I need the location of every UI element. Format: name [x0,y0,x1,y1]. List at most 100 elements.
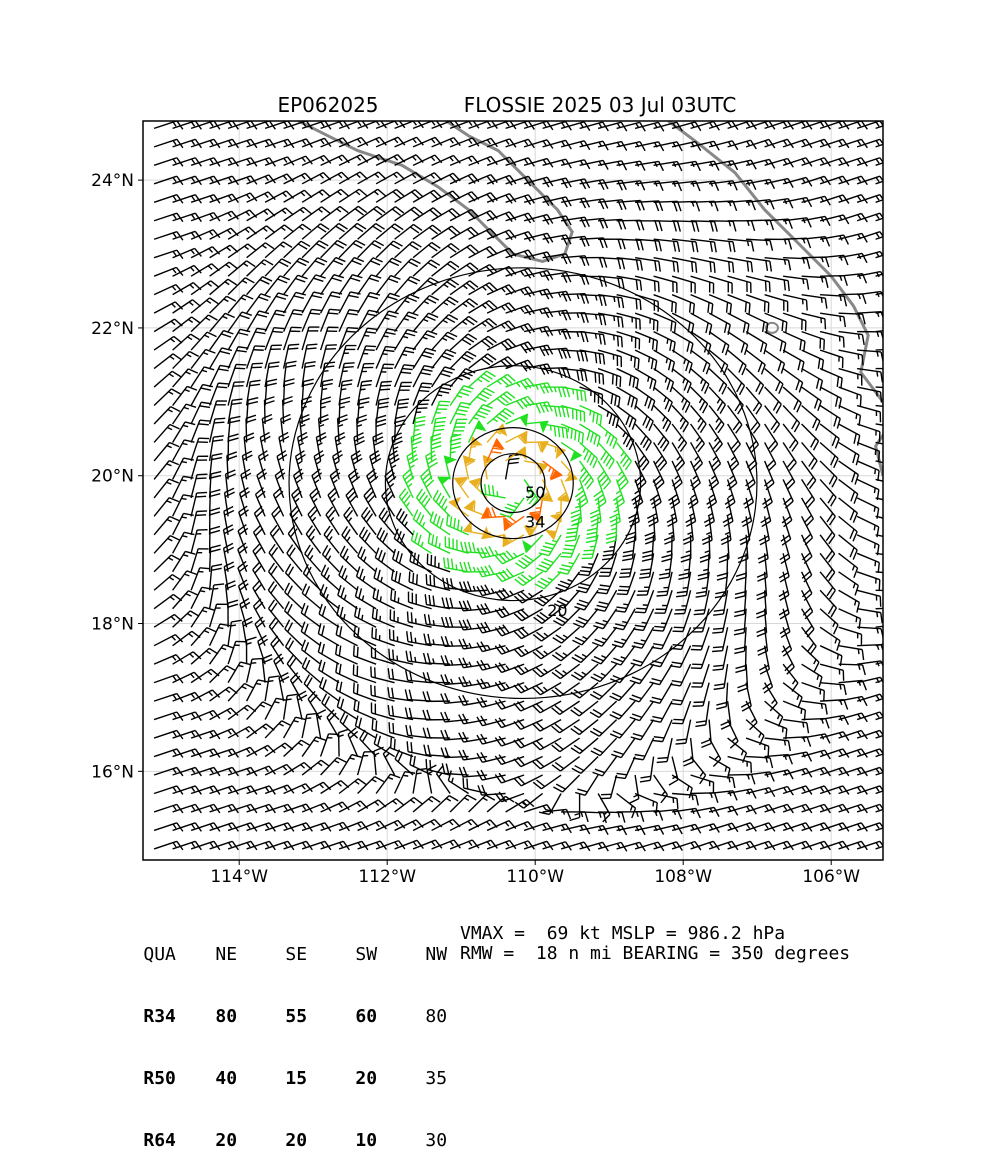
wind-barb [173,611,200,627]
wind-barb [154,121,183,130]
radius-value: 35 [425,1069,495,1089]
wind-barb [228,641,246,664]
wind-barb [210,729,239,738]
wind-barb [654,276,677,293]
wind-barb [173,591,198,609]
wind-barb [154,694,183,703]
wind-barb [459,619,487,630]
wind-barb [635,590,654,612]
wind-barb [428,533,450,554]
wind-barb [191,669,219,682]
wind-barb [408,592,431,609]
wind-barb [580,406,602,426]
wind-barb [228,278,254,295]
wind-barb [765,350,785,373]
wind-barb [469,175,498,185]
wind-barb [598,387,620,407]
wind-barb [321,781,349,794]
wind-barb [173,300,201,313]
wind-barb [552,738,580,752]
wind-barb [504,516,524,531]
wind-barb [543,461,562,480]
wind-barb [173,440,195,461]
wind-barb [552,664,580,678]
wind-barb [613,479,624,508]
wind-barb [876,369,903,379]
wind-barb [284,241,310,258]
wind-barb [802,295,827,309]
wind-barb [876,479,900,495]
wind-barb [691,258,715,273]
wind-barb [228,244,256,258]
wind-barb [395,365,415,387]
radius-value: 80 [425,1007,495,1027]
wind-barb [693,683,709,707]
wind-barb [839,442,859,465]
wind-barb [284,224,311,239]
wind-barb [173,652,201,664]
wind-barb [598,812,625,823]
wind-barb [432,796,459,812]
wind-barb [709,276,732,293]
wind-barb [728,332,748,355]
wind-barb [247,346,265,369]
wind-barb [561,842,590,851]
wind-barb [191,511,207,535]
wind-barb [691,276,714,293]
wind-barb [617,313,641,330]
wind-barb [728,313,749,334]
wind-barb [210,624,231,646]
wind-barb [857,590,881,607]
wind-barb [558,479,570,501]
header-se: SE [285,945,355,965]
contour-label: 20 [547,601,567,620]
wind-barb [173,476,194,498]
wind-barb [876,349,903,359]
wind-barb [765,406,780,433]
lon-tick-label: 110°W [506,867,564,887]
wind-barb [450,299,478,313]
wind-barb [154,655,183,664]
wind-barb [247,702,273,720]
wind-barb [783,442,796,470]
wind-barb [631,720,654,740]
wind-barb [672,793,698,805]
wind-barb [154,594,182,608]
wind-barb [210,262,238,276]
wind-barb [857,461,879,481]
wind-barb [271,636,284,664]
wind-barb [650,479,661,508]
wind-barb [575,775,598,795]
wind-barb [728,774,755,784]
storm-info-line-1: VMAX = 69 kt MSLP = 986.2 hPa [460,923,785,944]
wind-barb [561,424,583,444]
wind-barb [154,479,179,498]
wind-barb [506,342,535,353]
wind-barb [691,161,719,170]
wind-barb [561,461,577,481]
wind-barb [459,767,487,777]
wind-barb [857,350,883,362]
wind-barb [524,805,553,814]
wind-barb [469,405,493,424]
wind-barb [600,775,617,799]
wind-barb [495,792,524,802]
wind-barb [302,714,317,738]
wind-barb [746,220,773,230]
wind-barb [265,743,293,757]
row-label: R64 [143,1131,215,1151]
wind-barb [427,554,450,572]
lat-tick-label: 18°N [91,615,134,635]
wind-barb [154,786,183,795]
wind-barb [450,281,478,295]
wind-barb [631,646,654,666]
wind-barb [173,248,202,257]
wind-barb [255,617,265,646]
wind-barb [154,158,183,167]
wind-barb [154,615,182,628]
wind-barb [173,369,198,387]
wind-barb [721,701,731,729]
header-ne: NE [215,945,285,965]
wind-barb [653,609,672,631]
